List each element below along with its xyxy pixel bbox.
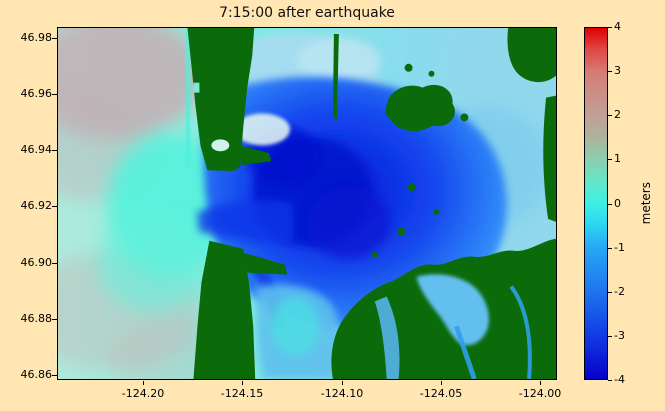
y-tick-label: 46.86: [20, 368, 53, 381]
y-tick-label: 46.94: [20, 143, 53, 156]
y-tick-label: 46.96: [20, 87, 53, 100]
south-inner-spit: [243, 252, 288, 275]
colorbar-tick-mark: [608, 336, 612, 337]
x-tick-label: -124.00: [518, 387, 562, 400]
plot-title: 7:15:00 after earthquake: [219, 5, 395, 21]
south-barrier-land: [193, 240, 256, 379]
colorbar-tick-label: -3: [614, 329, 625, 342]
colorbar-label-wrap: meters: [636, 27, 656, 380]
inland-water-group: [193, 82, 532, 379]
y-tick-mark: [52, 263, 57, 264]
east-shore-strip: [543, 95, 556, 222]
y-tick-mark: [52, 94, 57, 95]
x-tick-label: -124.15: [220, 387, 264, 400]
x-tick-mark: [242, 381, 243, 385]
y-tick-mark: [52, 150, 57, 151]
colorbar-tick-label: 0: [614, 197, 621, 210]
map-svg: [58, 28, 556, 379]
x-tick-mark: [342, 381, 343, 385]
x-tick-label: -124.05: [419, 387, 463, 400]
north-barrier-land: [187, 28, 255, 172]
y-tick-mark: [52, 38, 57, 39]
x-tick-mark: [441, 381, 442, 385]
colorbar-tick-mark: [608, 292, 612, 293]
y-tick-label: 46.98: [20, 31, 53, 44]
y-tick-mark: [52, 375, 57, 376]
north-sliver-land: [332, 33, 339, 120]
colorbar-tick-label: 3: [614, 64, 621, 77]
x-tick-mark: [540, 381, 541, 385]
colorbar-tick-mark: [608, 248, 612, 249]
colorbar-tick-label: 4: [614, 20, 621, 33]
colorbar-label: meters: [639, 182, 653, 225]
y-tick-label: 46.88: [20, 312, 53, 325]
map-plot-area: [57, 27, 557, 380]
x-tick-label: -124.20: [121, 387, 165, 400]
colorbar-tick-mark: [608, 159, 612, 160]
colorbar-tick-label: 1: [614, 152, 621, 165]
mid-islands: [385, 84, 455, 132]
x-tick-label: -124.10: [320, 387, 364, 400]
water-group: [58, 28, 556, 379]
damon-point-spit: [240, 145, 272, 166]
colorbar-tick-label: -2: [614, 285, 625, 298]
colorbar-tick-label: -4: [614, 373, 625, 386]
colorbar-tick-mark: [608, 27, 612, 28]
colorbar-tick-mark: [608, 71, 612, 72]
colorbar-gradient: [584, 27, 608, 380]
x-tick-mark: [143, 381, 144, 385]
colorbar-tick-label: 2: [614, 108, 621, 121]
northeast-corner-land: [507, 28, 556, 83]
y-tick-label: 46.90: [20, 256, 53, 269]
y-tick-mark: [52, 319, 57, 320]
y-tick-label: 46.92: [20, 199, 53, 212]
colorbar-tick-mark: [608, 204, 612, 205]
y-tick-mark: [52, 206, 57, 207]
colorbar-tick-mark: [608, 115, 612, 116]
colorbar-tick-mark: [608, 380, 612, 381]
colorbar-tick-label: -1: [614, 241, 625, 254]
